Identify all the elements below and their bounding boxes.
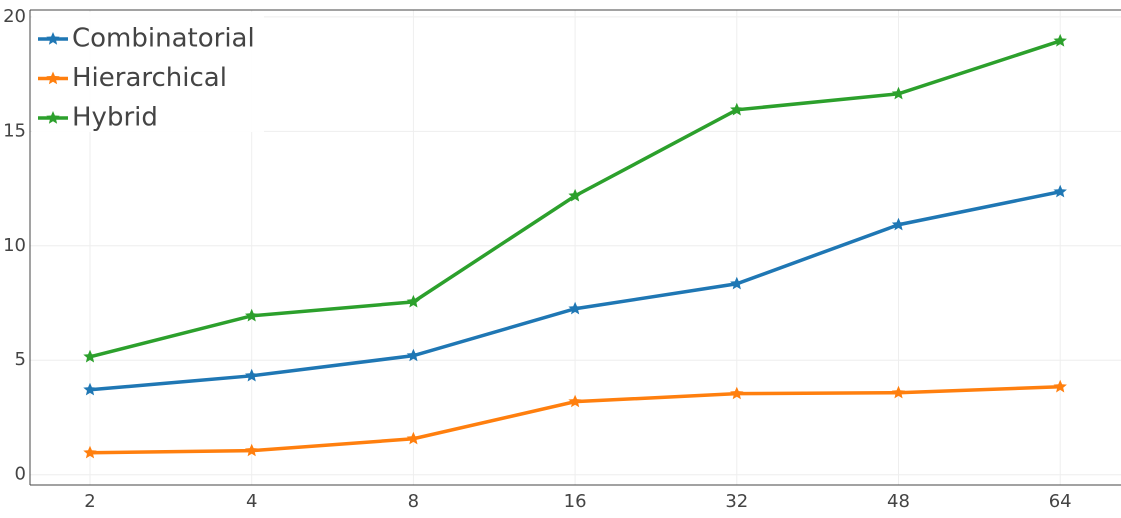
x-tick-label: 4 — [246, 491, 257, 512]
data-point — [568, 301, 582, 315]
legend: Combinatorial Hierarchical Hybrid — [32, 12, 264, 133]
data-point — [406, 294, 421, 308]
x-tick-label: 8 — [408, 491, 419, 512]
data-point — [730, 276, 744, 290]
y-tick-label: 10 — [3, 235, 26, 256]
data-point — [245, 443, 259, 457]
y-tick-label: 0 — [15, 464, 26, 485]
x-tick-label: 2 — [84, 491, 95, 512]
data-point — [1053, 379, 1067, 393]
y-tick-label: 15 — [3, 120, 26, 141]
data-point — [1053, 184, 1067, 198]
x-tick-label: 48 — [887, 491, 910, 512]
x-tick-label: 32 — [725, 491, 748, 512]
data-point — [891, 217, 906, 231]
legend-marker — [46, 71, 60, 85]
legend-marker — [46, 32, 60, 45]
data-point — [406, 348, 421, 362]
legend-marker — [46, 111, 60, 124]
data-point — [568, 188, 582, 202]
x-tick-label: 64 — [1049, 491, 1072, 512]
y-tick-label: 20 — [3, 6, 26, 27]
legend-label: Hybrid — [72, 103, 158, 133]
data-point — [406, 431, 421, 445]
data-point — [891, 385, 906, 399]
x-tick-label: 16 — [564, 491, 587, 512]
data-point — [245, 368, 259, 382]
data-point — [245, 308, 259, 322]
data-point — [83, 382, 97, 396]
data-point — [83, 349, 97, 363]
legend-label: Combinatorial — [72, 24, 255, 54]
data-point — [1053, 33, 1067, 47]
data-point — [730, 386, 744, 400]
data-point — [568, 394, 582, 408]
data-point — [730, 102, 744, 116]
data-point — [891, 86, 906, 100]
legend-label: Hierarchical — [72, 63, 227, 93]
data-point — [83, 445, 97, 459]
y-tick-label: 5 — [15, 349, 26, 370]
legend-box — [32, 12, 264, 132]
